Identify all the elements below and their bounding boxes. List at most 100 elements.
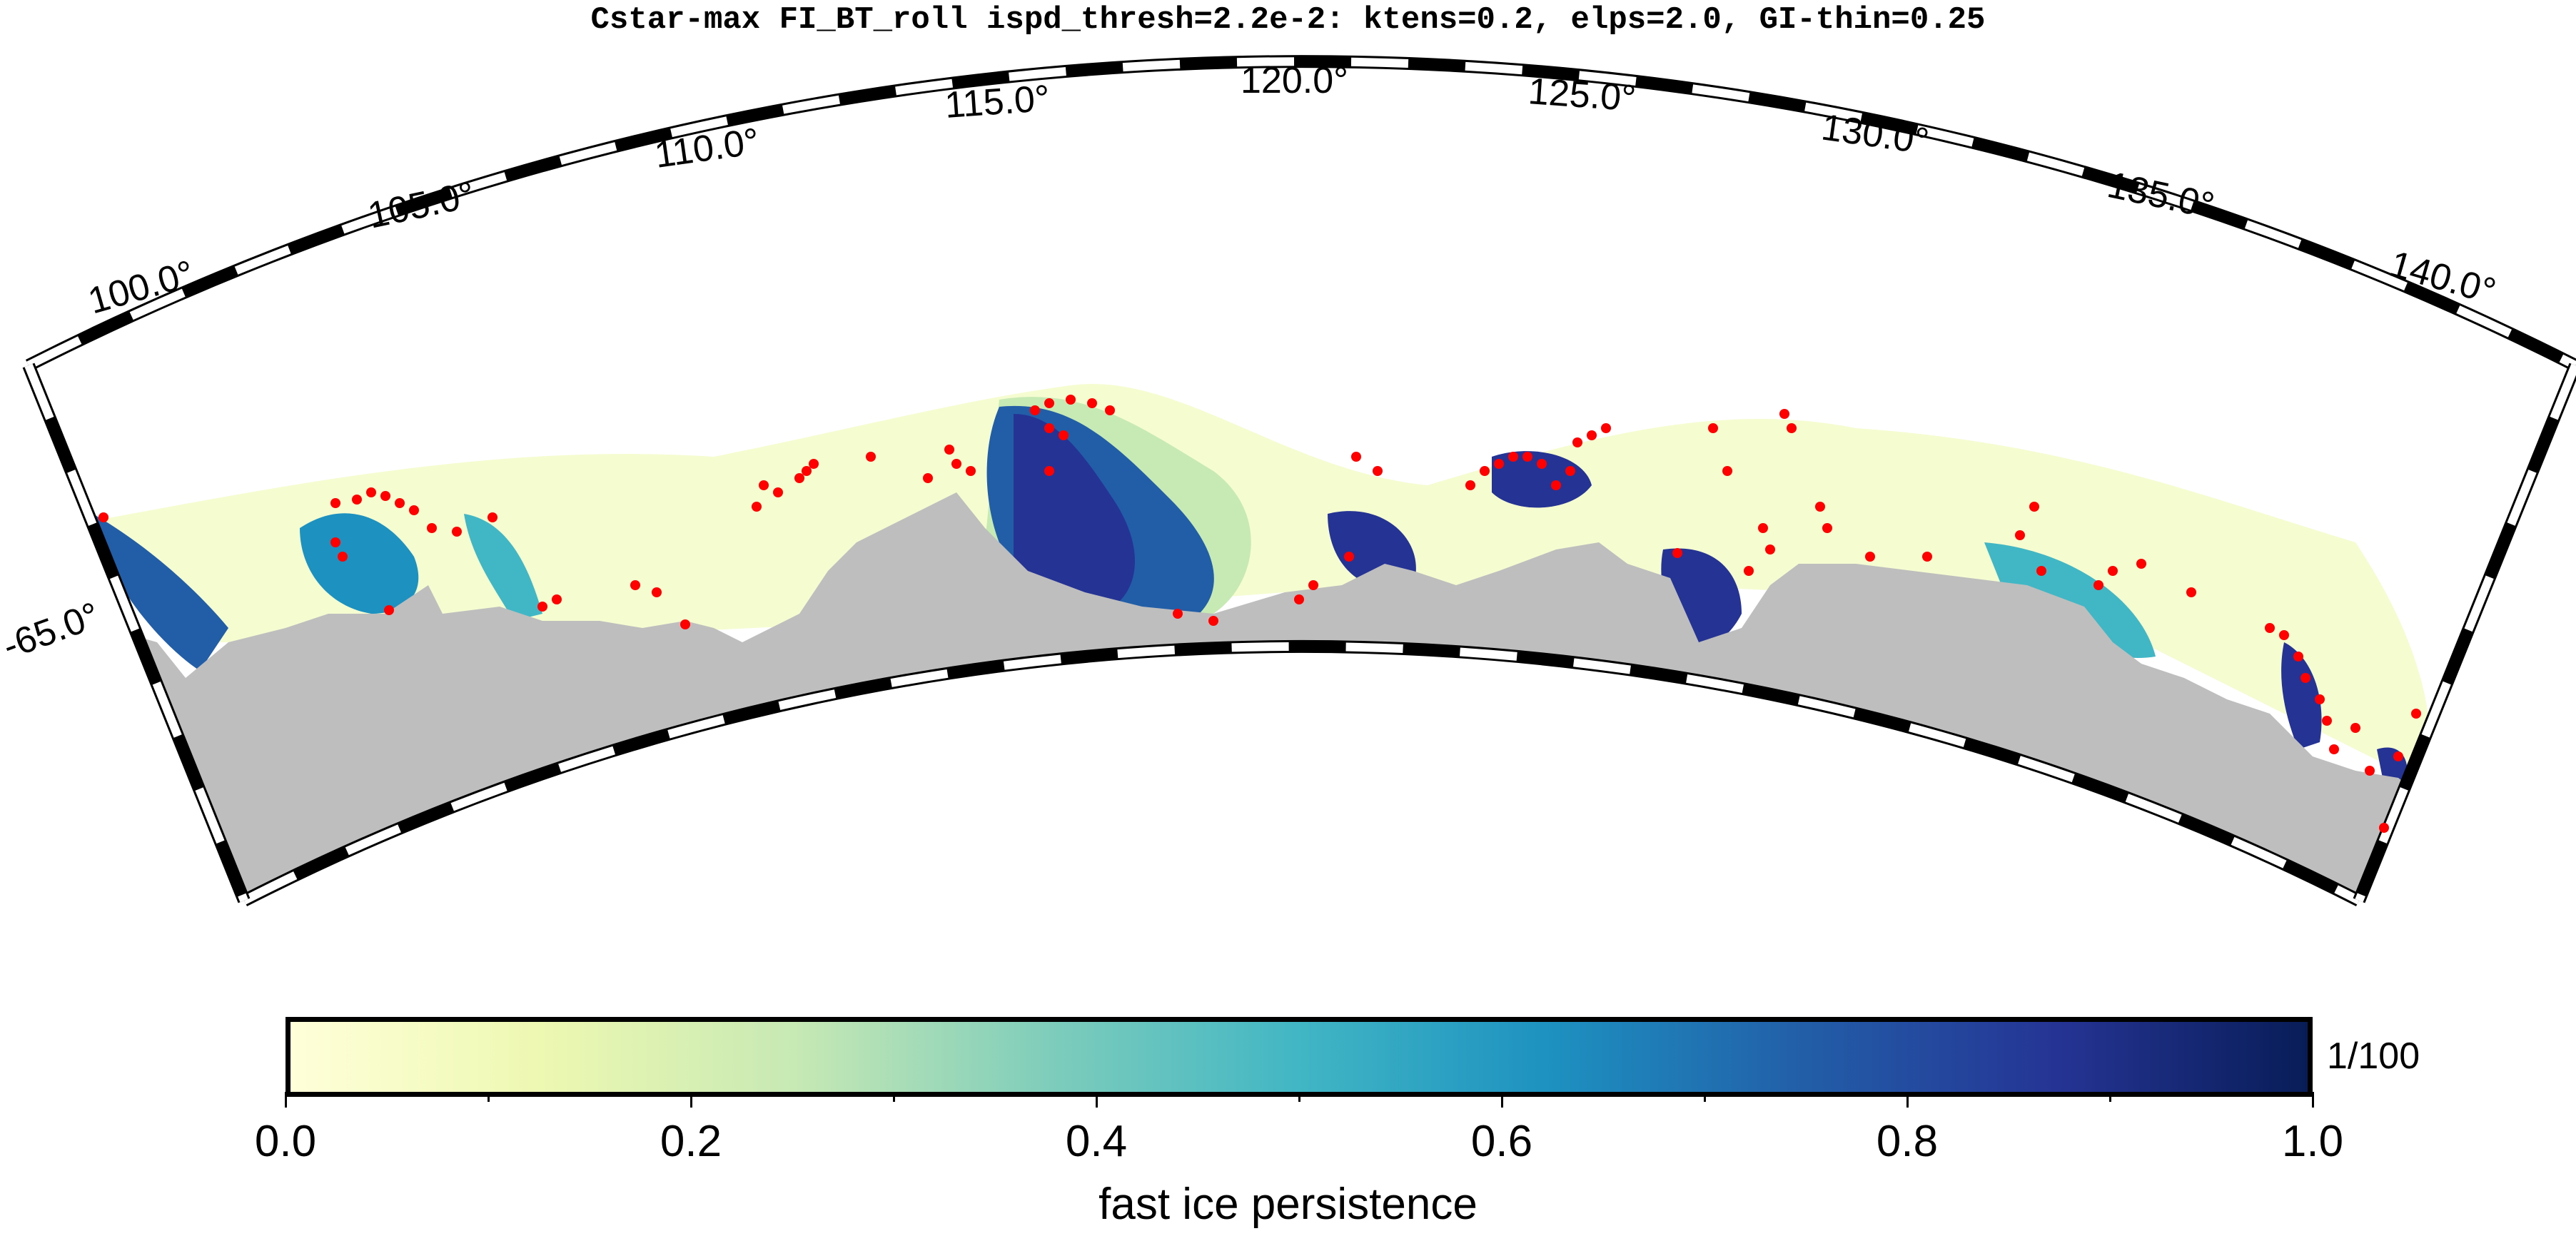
fast-ice-low-persistence <box>93 384 2431 785</box>
colorbar-tick <box>1703 1092 1706 1102</box>
colorbar-tick-label: 0.6 <box>1470 1117 1533 1166</box>
grounded-iceberg-marker <box>1587 430 1597 440</box>
grounded-iceberg-marker <box>2293 652 2303 662</box>
colorbar-unit-label: 1/100 <box>2327 1035 2420 1077</box>
grounded-iceberg-marker <box>1465 480 1475 490</box>
grounded-iceberg-marker <box>1787 423 1797 433</box>
grounded-iceberg-marker <box>1779 409 1789 419</box>
lon-label-120: 120.0° <box>1241 60 1348 101</box>
grounded-iceberg-marker <box>2315 694 2325 704</box>
grounded-iceberg-marker <box>1373 466 1383 476</box>
fast-ice-core-persistence <box>1014 414 1135 607</box>
grounded-iceberg-marker <box>2029 502 2039 512</box>
grounded-iceberg-marker <box>2036 566 2046 576</box>
grounded-iceberg-marker <box>923 473 933 483</box>
grounded-iceberg-marker <box>794 473 804 483</box>
fast-ice-far-east <box>2281 642 2322 749</box>
grounded-iceberg-marker <box>1537 459 1547 469</box>
grounded-iceberg-markers <box>99 395 2421 833</box>
grounded-iceberg-marker <box>352 495 362 505</box>
grounded-iceberg-marker <box>330 537 340 547</box>
grounded-iceberg-marker <box>2279 630 2289 640</box>
grounded-iceberg-marker <box>1508 452 1518 462</box>
grounded-iceberg-marker <box>1030 405 1040 415</box>
grounded-iceberg-marker <box>1672 548 1682 558</box>
grounded-iceberg-marker <box>966 466 976 476</box>
colorbar-tick <box>690 1092 692 1108</box>
grounded-iceberg-marker <box>2329 744 2339 754</box>
grounded-iceberg-marker <box>2186 587 2196 597</box>
fast-ice-east-b <box>1492 451 1592 508</box>
grounded-iceberg-marker <box>384 605 394 615</box>
fast-ice-west-a <box>93 514 228 671</box>
colorbar-tick <box>2108 1092 2111 1102</box>
grounded-iceberg-marker <box>2093 580 2103 590</box>
grounded-iceberg-marker <box>1294 594 1304 604</box>
grounded-iceberg-marker <box>1494 459 1504 469</box>
grounded-iceberg-marker <box>330 498 340 508</box>
grounded-iceberg-marker <box>680 619 690 629</box>
colorbar-tick <box>1906 1092 1909 1108</box>
colorbar-tick <box>284 1092 287 1108</box>
map-title: Cstar-max FI_BT_roll ispd_thresh=2.2e-2:… <box>590 2 1986 38</box>
grounded-iceberg-marker <box>652 587 662 597</box>
grounded-iceberg-marker <box>773 487 783 497</box>
grounded-iceberg-marker <box>2365 766 2375 776</box>
grounded-iceberg-marker <box>1173 609 1183 619</box>
grounded-iceberg-marker <box>99 512 108 522</box>
grounded-iceberg-marker <box>1722 466 1732 476</box>
fast-ice-east-a <box>1984 542 2156 658</box>
colorbar-tick <box>1500 1092 1503 1108</box>
colorbar-tick-label: 0.0 <box>254 1117 317 1166</box>
grounded-iceberg-marker <box>2265 623 2275 633</box>
grounded-iceberg-marker <box>1480 466 1490 476</box>
grounded-iceberg-marker <box>630 580 640 590</box>
lat-label-minus65: -65.0° <box>0 594 105 667</box>
fast-ice-field <box>93 384 2431 785</box>
grounded-iceberg-marker <box>1522 452 1532 462</box>
grounded-iceberg-marker <box>1066 395 1076 405</box>
grounded-iceberg-marker <box>537 602 547 612</box>
fast-ice-west-b <box>300 513 419 614</box>
colorbar-tick <box>892 1092 895 1102</box>
grounded-iceberg-marker <box>1344 552 1354 562</box>
grounded-iceberg-marker <box>951 459 961 469</box>
grounded-iceberg-marker <box>1815 502 1825 512</box>
grounded-iceberg-marker <box>759 480 769 490</box>
lon-label-115: 115.0° <box>944 78 1051 126</box>
grounded-iceberg-marker <box>2300 673 2310 683</box>
grounded-iceberg-marker <box>1208 616 1218 626</box>
grounded-iceberg-marker <box>1744 566 1754 576</box>
grounded-iceberg-marker <box>1865 552 1875 562</box>
grounded-iceberg-marker <box>2411 709 2421 719</box>
lon-label-130: 130.0° <box>1819 106 1931 162</box>
colorbar-tick <box>2311 1092 2314 1108</box>
grounded-iceberg-marker <box>1044 423 1054 433</box>
colorbar-tick <box>487 1092 490 1102</box>
colorbar-tick-label: 1.0 <box>2281 1117 2344 1166</box>
grounded-iceberg-marker <box>2379 823 2389 833</box>
grounded-iceberg-marker <box>488 512 497 522</box>
colorbar <box>286 1017 2313 1097</box>
grounded-iceberg-marker <box>1044 398 1054 408</box>
grounded-iceberg-marker <box>2136 559 2146 569</box>
grounded-iceberg-marker <box>1708 423 1718 433</box>
grounded-iceberg-marker <box>1822 523 1832 533</box>
grounded-iceberg-marker <box>1351 452 1361 462</box>
grounded-iceberg-marker <box>802 466 812 476</box>
grounded-iceberg-marker <box>2108 566 2118 576</box>
longitude-labels: 100.0° 105.0° 110.0° 115.0° 120.0° 125.0… <box>84 60 2500 323</box>
grounded-iceberg-marker <box>2015 530 2025 540</box>
grounded-iceberg-marker <box>752 502 762 512</box>
grounded-iceberg-marker <box>1551 480 1561 490</box>
colorbar-tick <box>1095 1092 1098 1108</box>
lon-label-135: 135.0° <box>2104 164 2218 227</box>
grounded-iceberg-marker <box>1308 580 1318 590</box>
colorbar-label: fast ice persistence <box>1098 1180 1478 1229</box>
colorbar-tick <box>1298 1092 1300 1102</box>
grounded-iceberg-marker <box>427 523 437 533</box>
grounded-iceberg-marker <box>1601 423 1611 433</box>
colorbar-tick-label: 0.2 <box>660 1117 722 1166</box>
fast-ice-west-c <box>464 514 542 621</box>
